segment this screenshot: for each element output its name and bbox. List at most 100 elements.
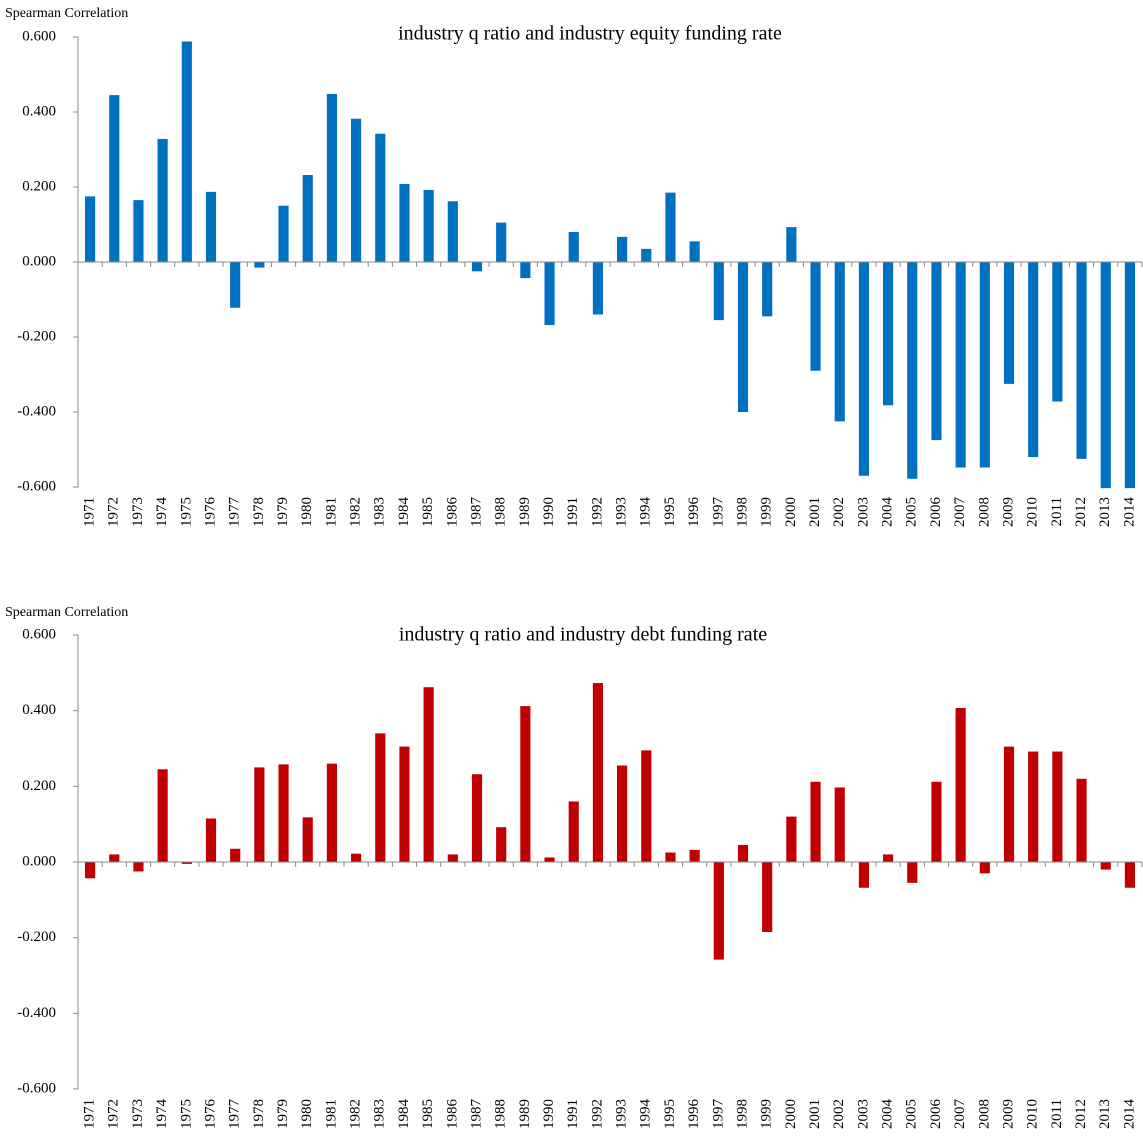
x-tick-label: 1983 <box>372 1099 388 1129</box>
x-tick-label: 2011 <box>1049 1099 1065 1128</box>
bar <box>1052 751 1063 862</box>
bar <box>931 781 942 862</box>
x-tick-label: 1983 <box>372 497 388 527</box>
bar <box>689 849 700 862</box>
x-tick-label: 1976 <box>202 1099 218 1130</box>
bar <box>278 205 289 262</box>
x-tick-label: 1990 <box>541 1099 557 1129</box>
x-tick-label: 1975 <box>178 1099 194 1129</box>
bar <box>520 706 531 862</box>
x-tick-label: 2008 <box>976 1099 992 1129</box>
bar <box>955 708 966 862</box>
bar <box>665 192 676 262</box>
x-tick-label: 1996 <box>686 1099 702 1130</box>
y-tick-label: -0.600 <box>17 478 56 494</box>
x-tick-label: 2001 <box>807 1099 823 1129</box>
bar <box>907 262 918 479</box>
bar <box>181 862 192 864</box>
bar <box>834 787 845 862</box>
bar <box>617 765 628 862</box>
bar <box>1076 778 1087 862</box>
x-tick-label: 1980 <box>299 497 315 527</box>
bar <box>713 862 724 960</box>
x-tick-label: 1981 <box>323 497 339 527</box>
x-tick-label: 2005 <box>904 497 920 527</box>
bar <box>1124 862 1135 888</box>
x-tick-label: 1997 <box>710 497 726 528</box>
bar <box>85 862 96 879</box>
x-tick-label: 1977 <box>227 497 243 528</box>
y-tick-label: 0.600 <box>22 28 56 44</box>
x-tick-label: 1987 <box>468 1099 484 1130</box>
bar <box>786 227 797 262</box>
x-tick-label: 2007 <box>952 497 968 528</box>
x-tick-label: 1979 <box>275 1099 291 1129</box>
x-tick-label: 1986 <box>444 497 460 528</box>
bar <box>278 764 289 862</box>
x-tick-label: 2003 <box>855 497 871 527</box>
bar <box>351 853 362 862</box>
bar <box>979 862 990 874</box>
x-tick-label: 1991 <box>565 497 581 527</box>
bar <box>133 200 144 262</box>
x-tick-label: 1980 <box>299 1099 315 1129</box>
bar <box>931 262 942 441</box>
bar <box>1100 262 1111 489</box>
x-tick-label: 1977 <box>227 1099 243 1130</box>
x-tick-label: 2006 <box>928 1099 944 1130</box>
bar <box>326 94 337 262</box>
x-tick-label: 1976 <box>202 497 218 528</box>
x-tick-label: 1994 <box>638 1099 654 1130</box>
x-tick-label: 1989 <box>517 1099 533 1129</box>
x-tick-label: 1996 <box>686 497 702 528</box>
x-tick-label: 1981 <box>323 1099 339 1129</box>
bar <box>496 827 507 862</box>
x-tick-label: 1988 <box>493 497 509 527</box>
x-tick-label: 1975 <box>178 497 194 527</box>
x-tick-label: 1974 <box>154 497 170 528</box>
x-tick-label: 1971 <box>82 497 98 527</box>
bar <box>133 862 144 872</box>
x-tick-label: 1982 <box>348 1099 364 1129</box>
x-tick-label: 2012 <box>1073 497 1089 527</box>
x-tick-label: 1998 <box>734 1099 750 1129</box>
x-tick-label: 1972 <box>106 497 122 527</box>
x-tick-label: 2014 <box>1121 497 1137 528</box>
bar <box>834 262 845 422</box>
x-tick-label: 1988 <box>493 1099 509 1129</box>
bar <box>399 746 410 862</box>
bar <box>520 262 531 279</box>
bar <box>423 190 434 262</box>
x-tick-label: 2013 <box>1097 497 1113 527</box>
bar <box>157 769 168 862</box>
bar <box>181 41 192 262</box>
x-tick-label: 1985 <box>420 1099 436 1129</box>
x-tick-label: 1997 <box>710 1099 726 1130</box>
bar <box>713 262 724 321</box>
x-tick-label: 1982 <box>348 497 364 527</box>
bar <box>810 781 821 862</box>
x-tick-label: 2014 <box>1121 1099 1137 1130</box>
bar <box>399 184 410 262</box>
x-tick-label: 1991 <box>565 1099 581 1129</box>
bar <box>762 862 773 932</box>
bar <box>302 817 313 862</box>
bar <box>762 262 773 317</box>
y-tick-label: 0.200 <box>22 178 56 194</box>
bar <box>955 262 966 468</box>
bar <box>471 774 483 862</box>
chart-title: industry q ratio and industry debt fundi… <box>399 624 767 646</box>
x-tick-label: 1985 <box>420 497 436 527</box>
bar <box>737 262 749 412</box>
x-tick-label: 2012 <box>1073 1099 1089 1129</box>
bar <box>447 854 458 862</box>
y-tick-label: -0.600 <box>17 1080 56 1096</box>
bar <box>109 854 120 862</box>
bar <box>254 767 265 862</box>
x-tick-label: 2010 <box>1025 1099 1041 1129</box>
x-tick-label: 1994 <box>638 497 654 528</box>
bar <box>351 118 362 262</box>
bar <box>786 816 797 862</box>
x-tick-label: 1999 <box>759 497 775 527</box>
x-tick-label: 2001 <box>807 497 823 527</box>
